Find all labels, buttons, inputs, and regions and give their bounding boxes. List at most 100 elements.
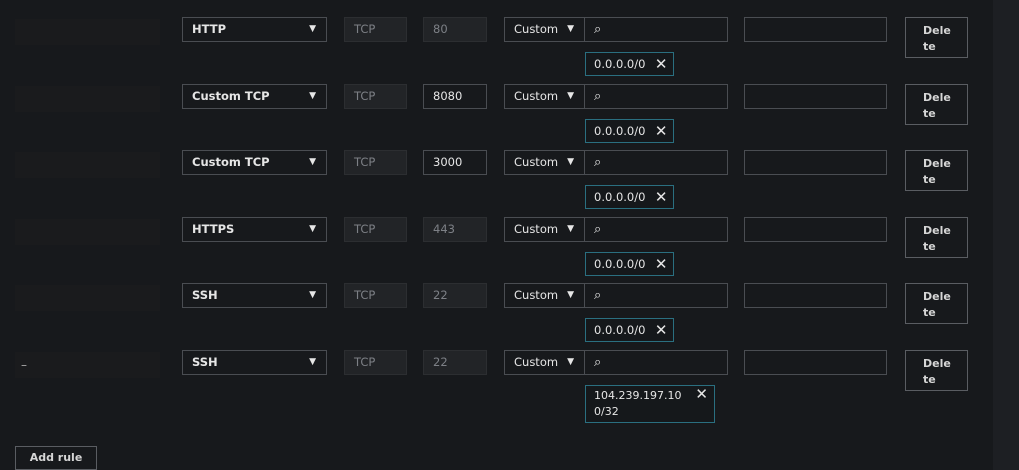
- source-type-select[interactable]: Custom ▼: [504, 217, 585, 242]
- description-input[interactable]: [744, 350, 887, 375]
- protocol-field: TCP: [344, 283, 407, 308]
- cidr-token: 0.0.0.0/0 ✕: [585, 119, 675, 143]
- search-icon: ⌕: [594, 89, 602, 104]
- close-icon[interactable]: ✕: [695, 385, 708, 403]
- close-icon[interactable]: ✕: [654, 321, 668, 339]
- rule-row: SSH ▼ TCP 22 Custom ▼ ⌕ Dele te 0.0.0.0/0 ✕: [0, 283, 990, 349]
- rule-id: [15, 219, 160, 245]
- search-icon: ⌕: [594, 22, 602, 37]
- port-range-input[interactable]: 3000: [423, 150, 487, 175]
- caret-down-icon: ▼: [567, 357, 574, 367]
- cidr-text: 0.0.0.0/0: [594, 124, 646, 138]
- description-input[interactable]: [744, 283, 887, 308]
- type-select[interactable]: HTTP ▼: [182, 17, 327, 42]
- type-value: Custom TCP: [192, 89, 270, 103]
- add-rule-button[interactable]: Add rule: [15, 446, 97, 470]
- source-search-input[interactable]: ⌕: [584, 350, 728, 375]
- caret-down-icon: ▼: [309, 91, 316, 101]
- cidr-text: 104.239.197.100/32: [594, 389, 682, 418]
- rule-id: –: [15, 352, 160, 378]
- close-icon[interactable]: ✕: [654, 122, 668, 140]
- caret-down-icon: ▼: [309, 290, 316, 300]
- protocol-field: TCP: [344, 217, 407, 242]
- delete-button[interactable]: Dele te: [905, 283, 968, 324]
- rule-id: [15, 152, 160, 178]
- rule-row: Custom TCP ▼ TCP 3000 Custom ▼ ⌕ Dele te 0.…: [0, 150, 990, 216]
- delete-label: Dele te: [923, 357, 951, 386]
- delete-button[interactable]: Dele te: [905, 84, 968, 125]
- cidr-text: 0.0.0.0/0: [594, 57, 646, 71]
- source-type-select[interactable]: Custom ▼: [504, 283, 585, 308]
- caret-down-icon: ▼: [309, 357, 316, 367]
- caret-down-icon: ▼: [567, 290, 574, 300]
- source-type-value: Custom: [514, 222, 559, 236]
- caret-down-icon: ▼: [309, 24, 316, 34]
- cidr-token: 0.0.0.0/0 ✕: [585, 318, 675, 342]
- search-icon: ⌕: [594, 288, 602, 303]
- delete-button[interactable]: Dele te: [905, 350, 968, 391]
- type-select[interactable]: HTTPS ▼: [182, 217, 327, 242]
- port-range-input[interactable]: 8080: [423, 84, 487, 109]
- rule-id: [15, 86, 160, 112]
- scrollbar[interactable]: [993, 0, 1019, 470]
- port-range-input: 22: [423, 350, 487, 375]
- type-select[interactable]: SSH ▼: [182, 283, 327, 308]
- rule-row: Custom TCP ▼ TCP 8080 Custom ▼ ⌕ Dele te 0.…: [0, 84, 990, 150]
- type-value: HTTP: [192, 22, 227, 36]
- caret-down-icon: ▼: [567, 224, 574, 234]
- source-type-select[interactable]: Custom ▼: [504, 350, 585, 375]
- rule-row: HTTPS ▼ TCP 443 Custom ▼ ⌕ Dele te 0.0.0.0/…: [0, 217, 990, 283]
- search-icon: ⌕: [594, 222, 602, 237]
- protocol-field: TCP: [344, 84, 407, 109]
- port-range-input: 22: [423, 283, 487, 308]
- source-type-value: Custom: [514, 355, 559, 369]
- close-icon[interactable]: ✕: [654, 55, 668, 73]
- type-value: SSH: [192, 355, 218, 369]
- caret-down-icon: ▼: [567, 24, 574, 34]
- delete-label: Dele te: [923, 224, 951, 253]
- source-type-value: Custom: [514, 89, 559, 103]
- port-range-input: 443: [423, 217, 487, 242]
- delete-label: Dele te: [923, 24, 951, 53]
- delete-label: Dele te: [923, 290, 951, 319]
- description-input[interactable]: [744, 84, 887, 109]
- cidr-text: 0.0.0.0/0: [594, 257, 646, 271]
- type-value: HTTPS: [192, 222, 235, 236]
- cidr-token: 104.239.197.100/32 ✕: [585, 385, 715, 423]
- source-type-value: Custom: [514, 155, 559, 169]
- type-select[interactable]: Custom TCP ▼: [182, 84, 327, 109]
- cidr-token: 0.0.0.0/0 ✕: [585, 252, 675, 276]
- port-range-input: 80: [423, 17, 487, 42]
- type-select[interactable]: SSH ▼: [182, 350, 327, 375]
- rule-id: [15, 285, 160, 311]
- close-icon[interactable]: ✕: [654, 188, 668, 206]
- cidr-text: 0.0.0.0/0: [594, 323, 646, 337]
- source-type-value: Custom: [514, 288, 559, 302]
- source-search-input[interactable]: ⌕: [584, 283, 728, 308]
- source-type-value: Custom: [514, 22, 559, 36]
- delete-button[interactable]: Dele te: [905, 17, 968, 58]
- source-search-input[interactable]: ⌕: [584, 84, 728, 109]
- delete-button[interactable]: Dele te: [905, 150, 968, 191]
- source-search-input[interactable]: ⌕: [584, 17, 728, 42]
- source-type-select[interactable]: Custom ▼: [504, 84, 585, 109]
- cidr-token: 0.0.0.0/0 ✕: [585, 185, 675, 209]
- description-input[interactable]: [744, 217, 887, 242]
- caret-down-icon: ▼: [567, 157, 574, 167]
- delete-button[interactable]: Dele te: [905, 217, 968, 258]
- delete-label: Dele te: [923, 157, 951, 186]
- description-input[interactable]: [744, 150, 887, 175]
- protocol-field: TCP: [344, 17, 407, 42]
- rule-row: HTTP ▼ TCP 80 Custom ▼ ⌕ Dele te 0.0.0.0/0 ✕: [0, 17, 990, 83]
- type-value: Custom TCP: [192, 155, 270, 169]
- cidr-token: 0.0.0.0/0 ✕: [585, 52, 675, 76]
- type-select[interactable]: Custom TCP ▼: [182, 150, 327, 175]
- delete-label: Dele te: [923, 91, 951, 120]
- source-type-select[interactable]: Custom ▼: [504, 150, 585, 175]
- source-search-input[interactable]: ⌕: [584, 150, 728, 175]
- description-input[interactable]: [744, 17, 887, 42]
- source-search-input[interactable]: ⌕: [584, 217, 728, 242]
- close-icon[interactable]: ✕: [654, 255, 668, 273]
- caret-down-icon: ▼: [309, 224, 316, 234]
- source-type-select[interactable]: Custom ▼: [504, 17, 585, 42]
